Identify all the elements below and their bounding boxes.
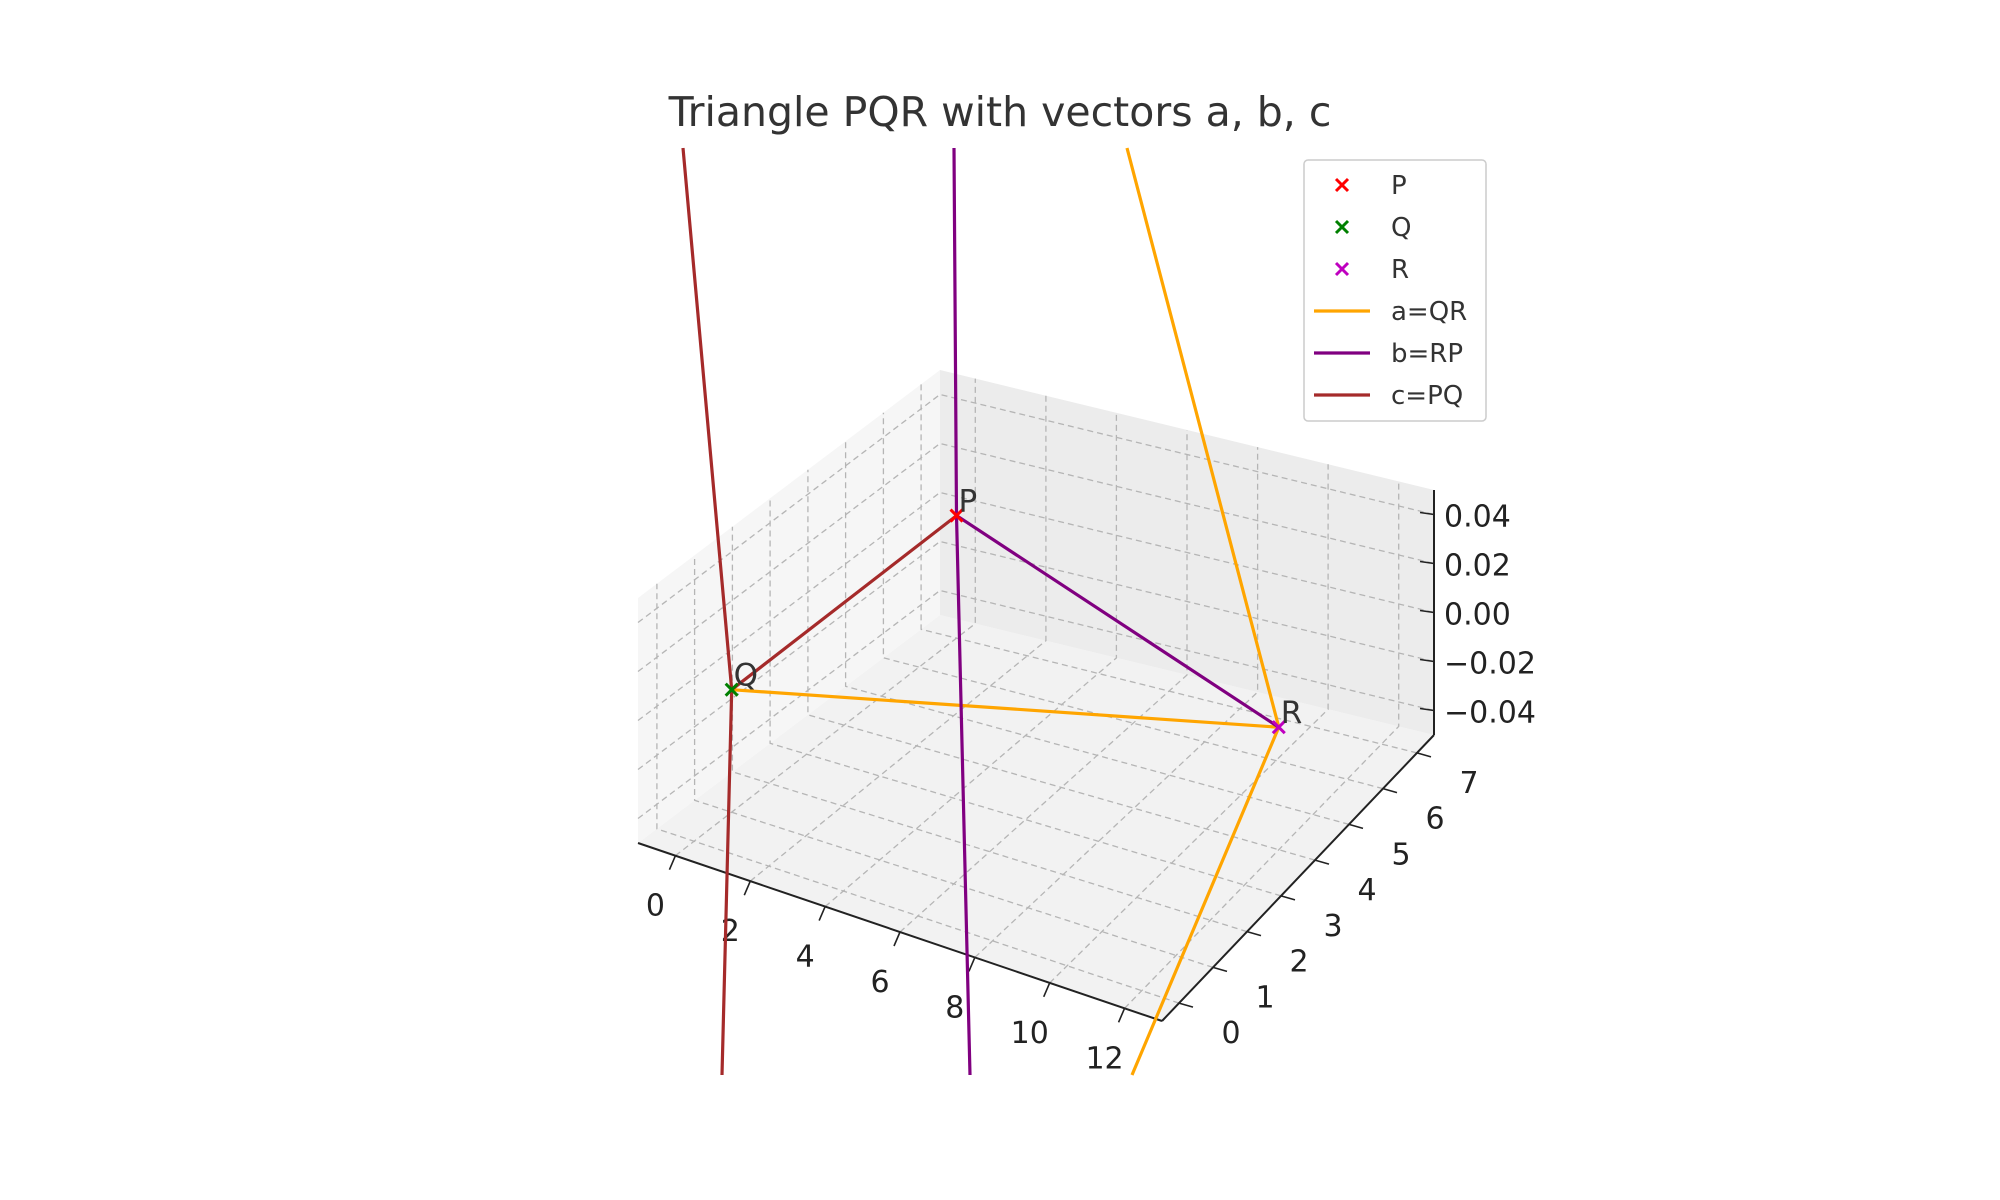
point-label-Q: Q <box>734 658 758 694</box>
grid-line-y <box>656 583 1180 1004</box>
z-tick <box>1419 560 1435 565</box>
series-line-b=RP <box>955 514 1280 729</box>
z-tick-label: −0.04 <box>1444 696 1536 731</box>
x-tick-label: 12 <box>1085 1041 1123 1076</box>
y-tick <box>1348 823 1364 830</box>
x-tick-label: 4 <box>796 940 815 975</box>
point-marker-R <box>1271 720 1286 735</box>
x-tick-label: 2 <box>721 914 740 949</box>
z-tick <box>1419 511 1435 516</box>
legend-marker-R <box>1334 261 1350 277</box>
grid-line-y <box>731 526 1248 933</box>
x-tick <box>668 855 677 871</box>
point-label-R: R <box>1281 695 1303 731</box>
y-tick-label: 7 <box>1459 766 1478 801</box>
legend-marker-Q <box>1334 219 1350 235</box>
x-tick <box>968 957 976 972</box>
z-tick-label: 0.04 <box>1444 500 1511 535</box>
y-tick-label: 1 <box>1255 980 1274 1015</box>
floor-pane <box>638 615 1434 1021</box>
x-tick <box>743 880 752 896</box>
legend-label-Q: Q <box>1391 213 1411 243</box>
z-tick-label: −0.02 <box>1444 647 1536 682</box>
grid-line-x <box>899 430 1188 933</box>
series-line-a=QR <box>731 688 1279 729</box>
y-tick <box>1416 752 1432 758</box>
y-tick <box>1178 1002 1194 1008</box>
axes-grid <box>637 378 1435 1009</box>
x-tick <box>1042 982 1051 998</box>
z-tick-label: 0.00 <box>1444 598 1511 633</box>
z-tick <box>1419 609 1435 614</box>
axes-panes <box>638 370 1434 1021</box>
y-tick <box>1314 859 1330 865</box>
x-tick <box>1117 1007 1126 1023</box>
x-tick-label: 0 <box>646 889 665 924</box>
grid-line-y <box>693 555 1214 969</box>
chart-title: Triangle PQR with vectors a, b, c <box>668 88 1332 136</box>
y-tick-label: 4 <box>1357 873 1376 908</box>
x-tick-label: 10 <box>1011 1016 1049 1051</box>
grid-line-x <box>824 412 1118 908</box>
y-tick-label: 3 <box>1323 909 1342 944</box>
grid-line-y <box>920 384 1418 754</box>
legend-label-P: P <box>1391 171 1407 201</box>
x-tick-label: 8 <box>945 990 964 1025</box>
grid-line-x <box>675 378 976 857</box>
grid-line-x <box>1124 481 1400 1009</box>
point-marker-P <box>949 508 964 523</box>
y-axis-line <box>1161 734 1435 1022</box>
x-tick <box>818 906 826 921</box>
series-line-c=PQ <box>730 514 958 691</box>
left-pane <box>638 370 940 843</box>
y-tick <box>1212 966 1228 973</box>
grid-line-x <box>1049 464 1329 984</box>
y-tick-label: 2 <box>1289 945 1308 980</box>
points-layer: P Q R <box>724 484 1303 735</box>
y-tick-label: 0 <box>1221 1016 1240 1051</box>
point-marker-Q <box>724 682 739 697</box>
legend-label-c=PQ: c=PQ <box>1391 381 1463 411</box>
grid-line-x <box>974 447 1259 958</box>
y-tick <box>1280 895 1296 901</box>
legend-box <box>1303 159 1487 422</box>
grid-line-y <box>807 469 1316 861</box>
x-tick <box>893 931 901 947</box>
y-tick <box>1246 930 1262 937</box>
point-label-P: P <box>959 484 978 520</box>
grid-line-y <box>769 498 1282 897</box>
z-tick-label: 0.02 <box>1444 549 1511 584</box>
y-tick-label: 6 <box>1425 802 1444 837</box>
x-tick-label: 6 <box>870 965 889 1000</box>
y-tick <box>1382 787 1398 794</box>
y-tick-label: 5 <box>1391 837 1410 872</box>
legend-label-a=QR: a=QR <box>1391 297 1467 327</box>
grid-line-x <box>749 395 1047 882</box>
z-tick <box>1419 658 1435 663</box>
z-tick <box>1419 707 1435 712</box>
legend-marker-P <box>1334 177 1350 193</box>
legend-label-R: R <box>1391 255 1409 285</box>
legend-label-b=RP: b=RP <box>1391 339 1463 369</box>
grid-line-y <box>882 412 1384 790</box>
grid-line-y <box>844 441 1350 826</box>
